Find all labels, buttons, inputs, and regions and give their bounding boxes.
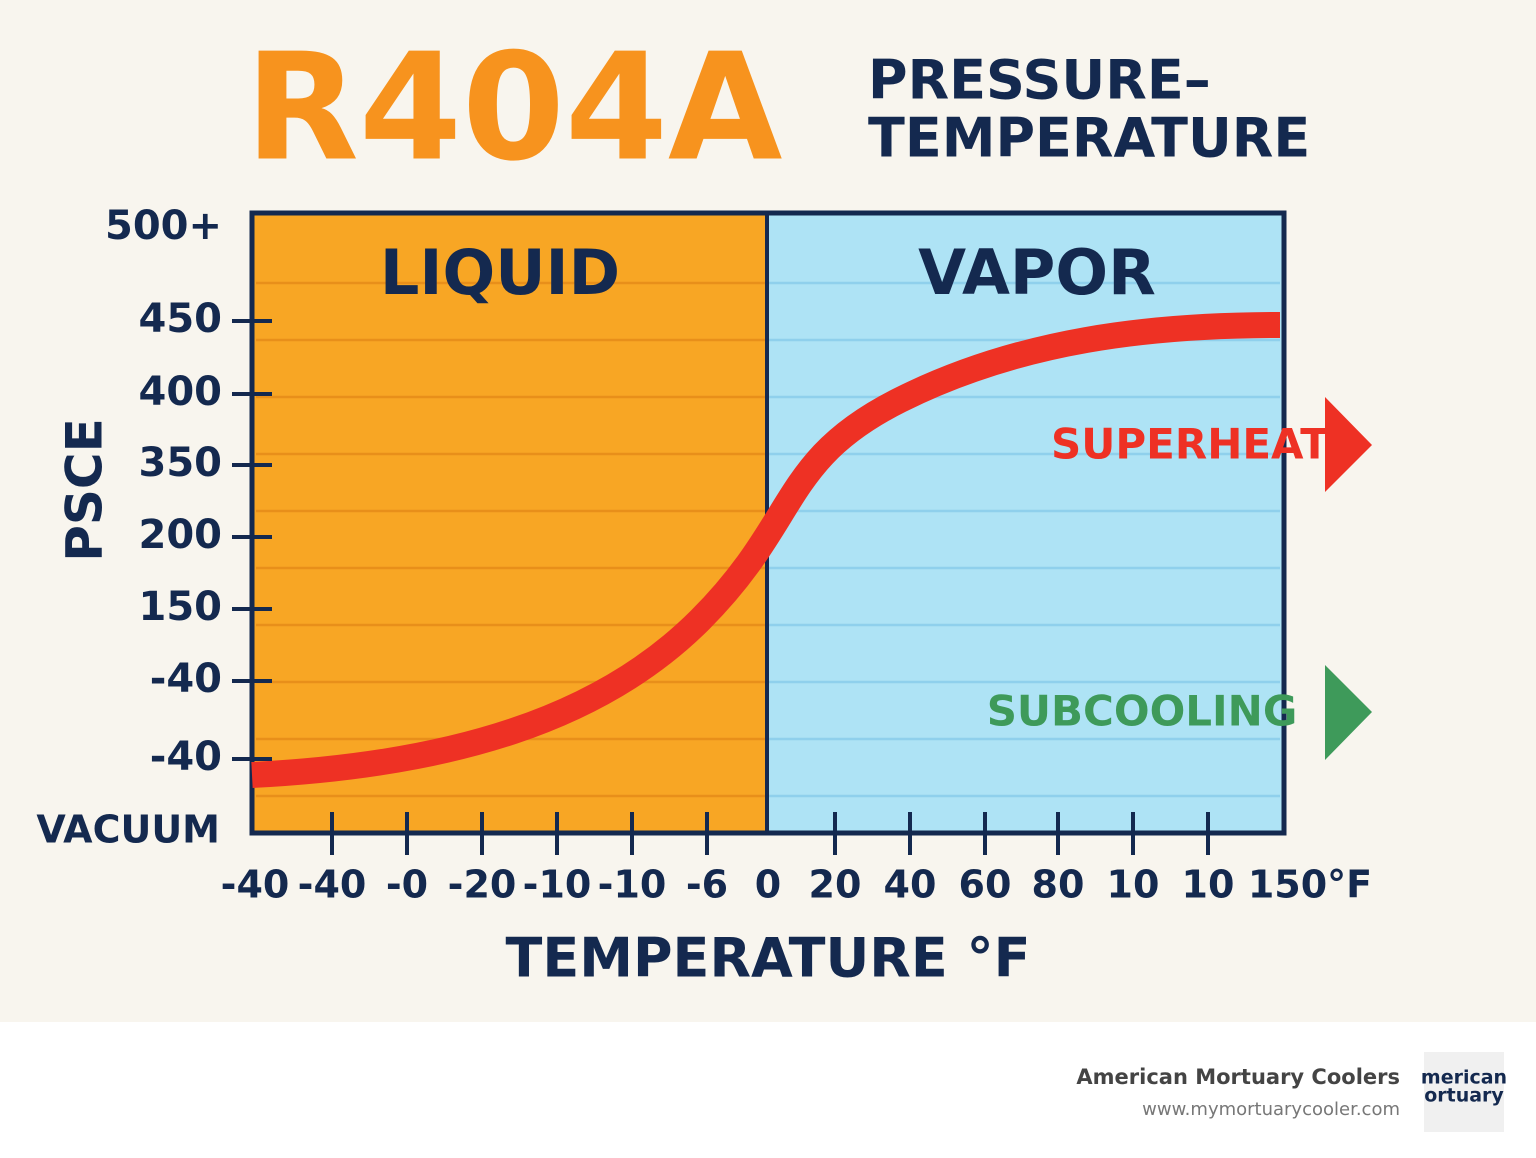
x-tick-label: -20: [448, 863, 517, 907]
region-label: VAPOR: [918, 236, 1156, 309]
x-tick-label: -40: [221, 863, 290, 907]
title: R404A: [245, 22, 782, 194]
url: www.mymortuarycooler.com: [1142, 1099, 1400, 1120]
annotation: SUPERHEAT: [1051, 420, 1329, 469]
logo: [1424, 1052, 1504, 1132]
arrow: [1325, 397, 1372, 492]
y-tick-label: 350: [139, 440, 223, 486]
x-axis-title: TEMPERATURE °F: [506, 927, 1031, 990]
x-tick-label: 150°F: [1248, 863, 1372, 907]
x-tick-label: 10: [1107, 863, 1160, 907]
y-tick-label: 200: [139, 512, 223, 558]
arrow: [1325, 665, 1372, 760]
y-tick-label: 400: [139, 369, 223, 415]
x-tick-label: -0: [386, 863, 428, 907]
region-label: LIQUID: [380, 236, 620, 309]
y-tick-label: -40: [150, 656, 222, 702]
y-tick-label: 500+: [105, 203, 222, 249]
x-tick-label: 80: [1032, 863, 1085, 907]
y-tick-label: VACUUM: [36, 808, 220, 852]
company: American Mortuary Coolers: [1076, 1065, 1400, 1089]
y-tick-label: 450: [139, 296, 223, 342]
x-tick-label: 60: [959, 863, 1012, 907]
annotation: SUBCOOLING: [987, 687, 1298, 736]
subtitle: TEMPERATURE: [868, 107, 1310, 170]
x-tick-label: -10: [598, 863, 667, 907]
x-tick-label: -40: [298, 863, 367, 907]
x-tick-label: 20: [809, 863, 862, 907]
subtitle: PRESSURE–: [868, 49, 1211, 112]
plot-frame: [249, 210, 1287, 836]
y-tick-label: 150: [139, 584, 223, 630]
y-tick-label: -40: [150, 734, 222, 780]
x-tick-label: -6: [686, 863, 728, 907]
footer-bg: [0, 1022, 1536, 1154]
x-tick-label: 0: [755, 863, 781, 907]
curve: [251, 312, 1281, 788]
logo-text: ortuary: [1424, 1085, 1504, 1107]
x-tick-label: 40: [884, 863, 937, 907]
x-tick-label: 10: [1182, 863, 1235, 907]
logo-text: merican: [1421, 1067, 1507, 1089]
y-axis-title: PSCE: [56, 418, 114, 562]
x-tick-label: -10: [523, 863, 592, 907]
lines: [256, 281, 1280, 798]
